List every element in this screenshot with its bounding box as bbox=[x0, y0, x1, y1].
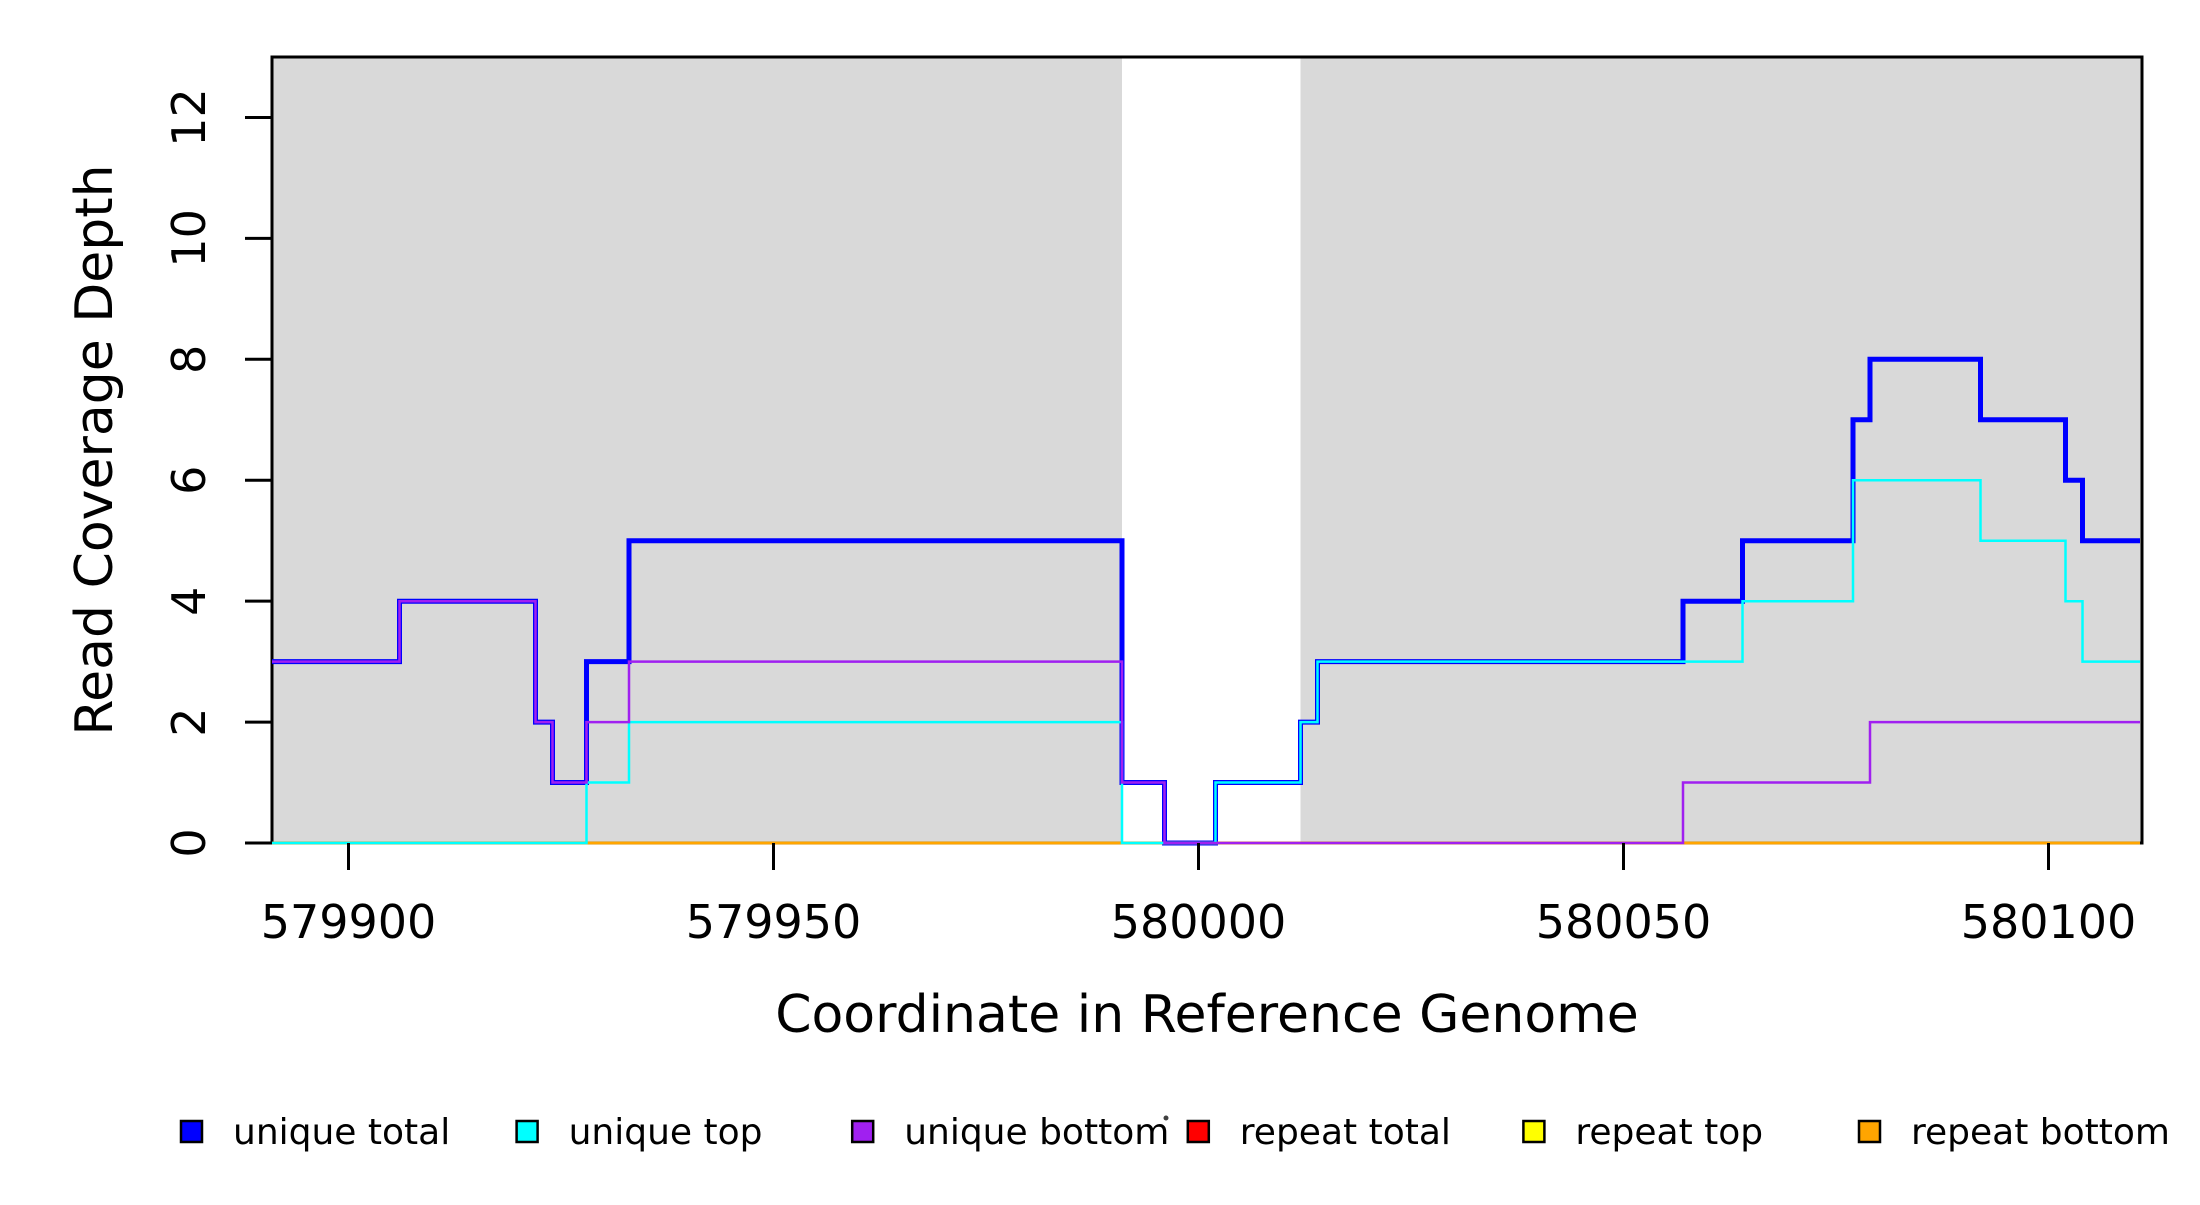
legend: unique total unique top unique bottom repea… bbox=[179, 1112, 2170, 1153]
legend-item-unique-total: unique total bbox=[179, 1112, 450, 1153]
y-axis-title: Read Coverage Depth bbox=[65, 164, 125, 735]
legend-swatch-unique-top bbox=[515, 1119, 539, 1144]
x-tick-label: 579950 bbox=[686, 895, 862, 949]
series-line-unique-bottom bbox=[272, 599, 2140, 845]
stray-dot-artifact bbox=[1163, 1115, 1169, 1121]
legend-label-unique-top: unique top bbox=[569, 1112, 763, 1153]
y-tick-label: 6 bbox=[162, 466, 216, 495]
legend-swatch-repeat-bottom bbox=[1857, 1119, 1882, 1144]
y-tick-label: 2 bbox=[162, 707, 216, 736]
y-tick-label: 10 bbox=[162, 209, 216, 268]
shaded-region bbox=[273, 58, 1122, 842]
legend-item-repeat-top: repeat top bbox=[1522, 1112, 1763, 1153]
legend-label-repeat-bottom: repeat bottom bbox=[1911, 1112, 2170, 1153]
x-axis-title: Coordinate in Reference Genome bbox=[775, 985, 1639, 1045]
y-tick-label: 0 bbox=[162, 828, 216, 857]
legend-item-repeat-bottom: repeat bottom bbox=[1857, 1112, 2170, 1153]
x-tick-label: 580000 bbox=[1111, 895, 1287, 949]
series-line-unique-top bbox=[272, 478, 2140, 845]
shaded-region bbox=[1300, 58, 2141, 842]
legend-item-repeat-total: repeat total bbox=[1186, 1112, 1451, 1153]
series-group bbox=[272, 356, 2140, 846]
legend-swatch-repeat-top bbox=[1522, 1119, 1546, 1144]
shaded-regions-group bbox=[273, 58, 2141, 842]
x-tick-label: 580050 bbox=[1536, 895, 1712, 949]
y-tick-label: 4 bbox=[162, 587, 216, 616]
legend-swatch-unique-bottom bbox=[850, 1119, 875, 1144]
legend-label-unique-total: unique total bbox=[233, 1112, 450, 1153]
legend-swatch-repeat-total bbox=[1186, 1119, 1211, 1144]
legend-label-repeat-total: repeat total bbox=[1240, 1112, 1451, 1153]
legend-item-unique-top: unique top bbox=[515, 1112, 763, 1153]
legend-item-unique-bottom: unique bottom bbox=[850, 1112, 1169, 1153]
x-tick-label: 579900 bbox=[261, 895, 437, 949]
y-tick-label: 8 bbox=[162, 345, 216, 374]
y-tick-label: 12 bbox=[162, 88, 216, 147]
legend-label-unique-bottom: unique bottom bbox=[904, 1112, 1169, 1153]
x-tick-label: 580100 bbox=[1961, 895, 2137, 949]
legend-label-repeat-top: repeat top bbox=[1575, 1112, 1763, 1153]
axes-group: 579900 579950 580000 580050 580100 0 2 4 6 8 10 12 bbox=[162, 88, 2136, 949]
legend-swatch-unique-total bbox=[179, 1119, 204, 1144]
